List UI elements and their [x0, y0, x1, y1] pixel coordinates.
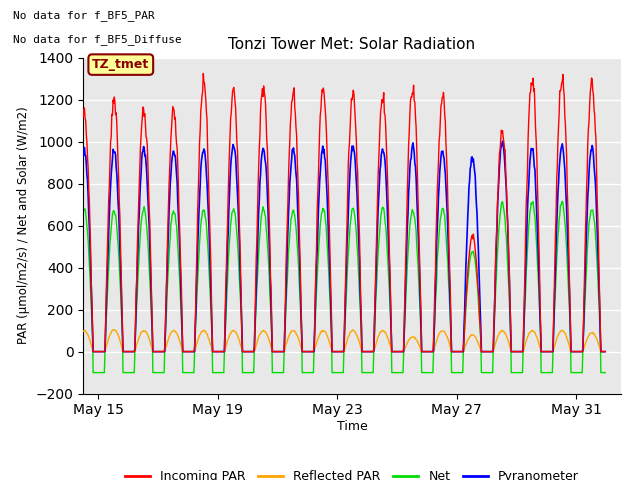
Legend: Incoming PAR, Reflected PAR, Net, Pyranometer: Incoming PAR, Reflected PAR, Net, Pyrano… [120, 465, 584, 480]
Y-axis label: PAR (μmol/m2/s) / Net and Solar (W/m2): PAR (μmol/m2/s) / Net and Solar (W/m2) [17, 107, 30, 345]
Text: TZ_tmet: TZ_tmet [92, 58, 149, 71]
Text: No data for f_BF5_Diffuse: No data for f_BF5_Diffuse [13, 34, 182, 45]
X-axis label: Time: Time [337, 420, 367, 433]
Title: Tonzi Tower Met: Solar Radiation: Tonzi Tower Met: Solar Radiation [228, 37, 476, 52]
Text: No data for f_BF5_PAR: No data for f_BF5_PAR [13, 10, 154, 21]
